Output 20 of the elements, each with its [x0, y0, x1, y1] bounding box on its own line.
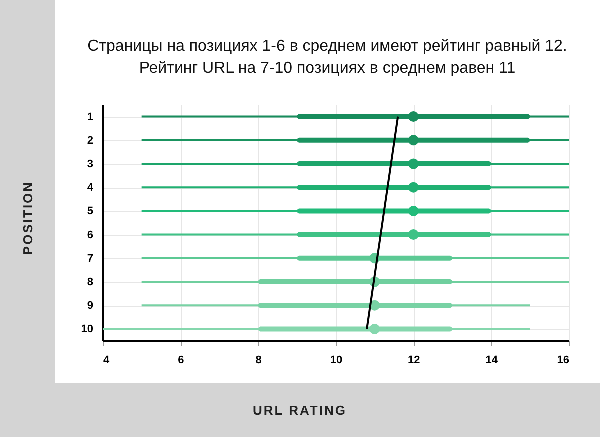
y-tick-label: 2 [87, 134, 94, 147]
chart-title: Страницы на позициях 1-6 в среднем имеют рейтинг равный 12. Рейтинг URL на 7-10 позициях в среднем равен 11 [86, 37, 568, 79]
y-tick-label: 4 [87, 182, 94, 194]
y-tick-label: 5 [87, 206, 94, 218]
x-tick-label: 14 [486, 354, 499, 366]
y-tick-label: 3 [87, 158, 94, 170]
x-tick-label: 8 [256, 354, 262, 366]
x-tick-label: 16 [557, 354, 570, 366]
y-tick-label: 10 [81, 324, 94, 336]
y-tick-label: 9 [87, 300, 94, 312]
y-tick-label: 7 [87, 252, 94, 265]
x-tick-label: 6 [178, 354, 184, 366]
y-tick-label: 1 [87, 111, 94, 124]
x-tick-label: 12 [408, 354, 420, 366]
y-axis-title: POSITION [20, 180, 36, 256]
y-tick-label: 8 [87, 276, 94, 288]
y-tick-label: 6 [87, 229, 94, 242]
x-axis-title: URL RATING [0, 383, 600, 437]
x-tick-label: 4 [104, 354, 110, 366]
x-tick-label: 10 [330, 354, 343, 366]
